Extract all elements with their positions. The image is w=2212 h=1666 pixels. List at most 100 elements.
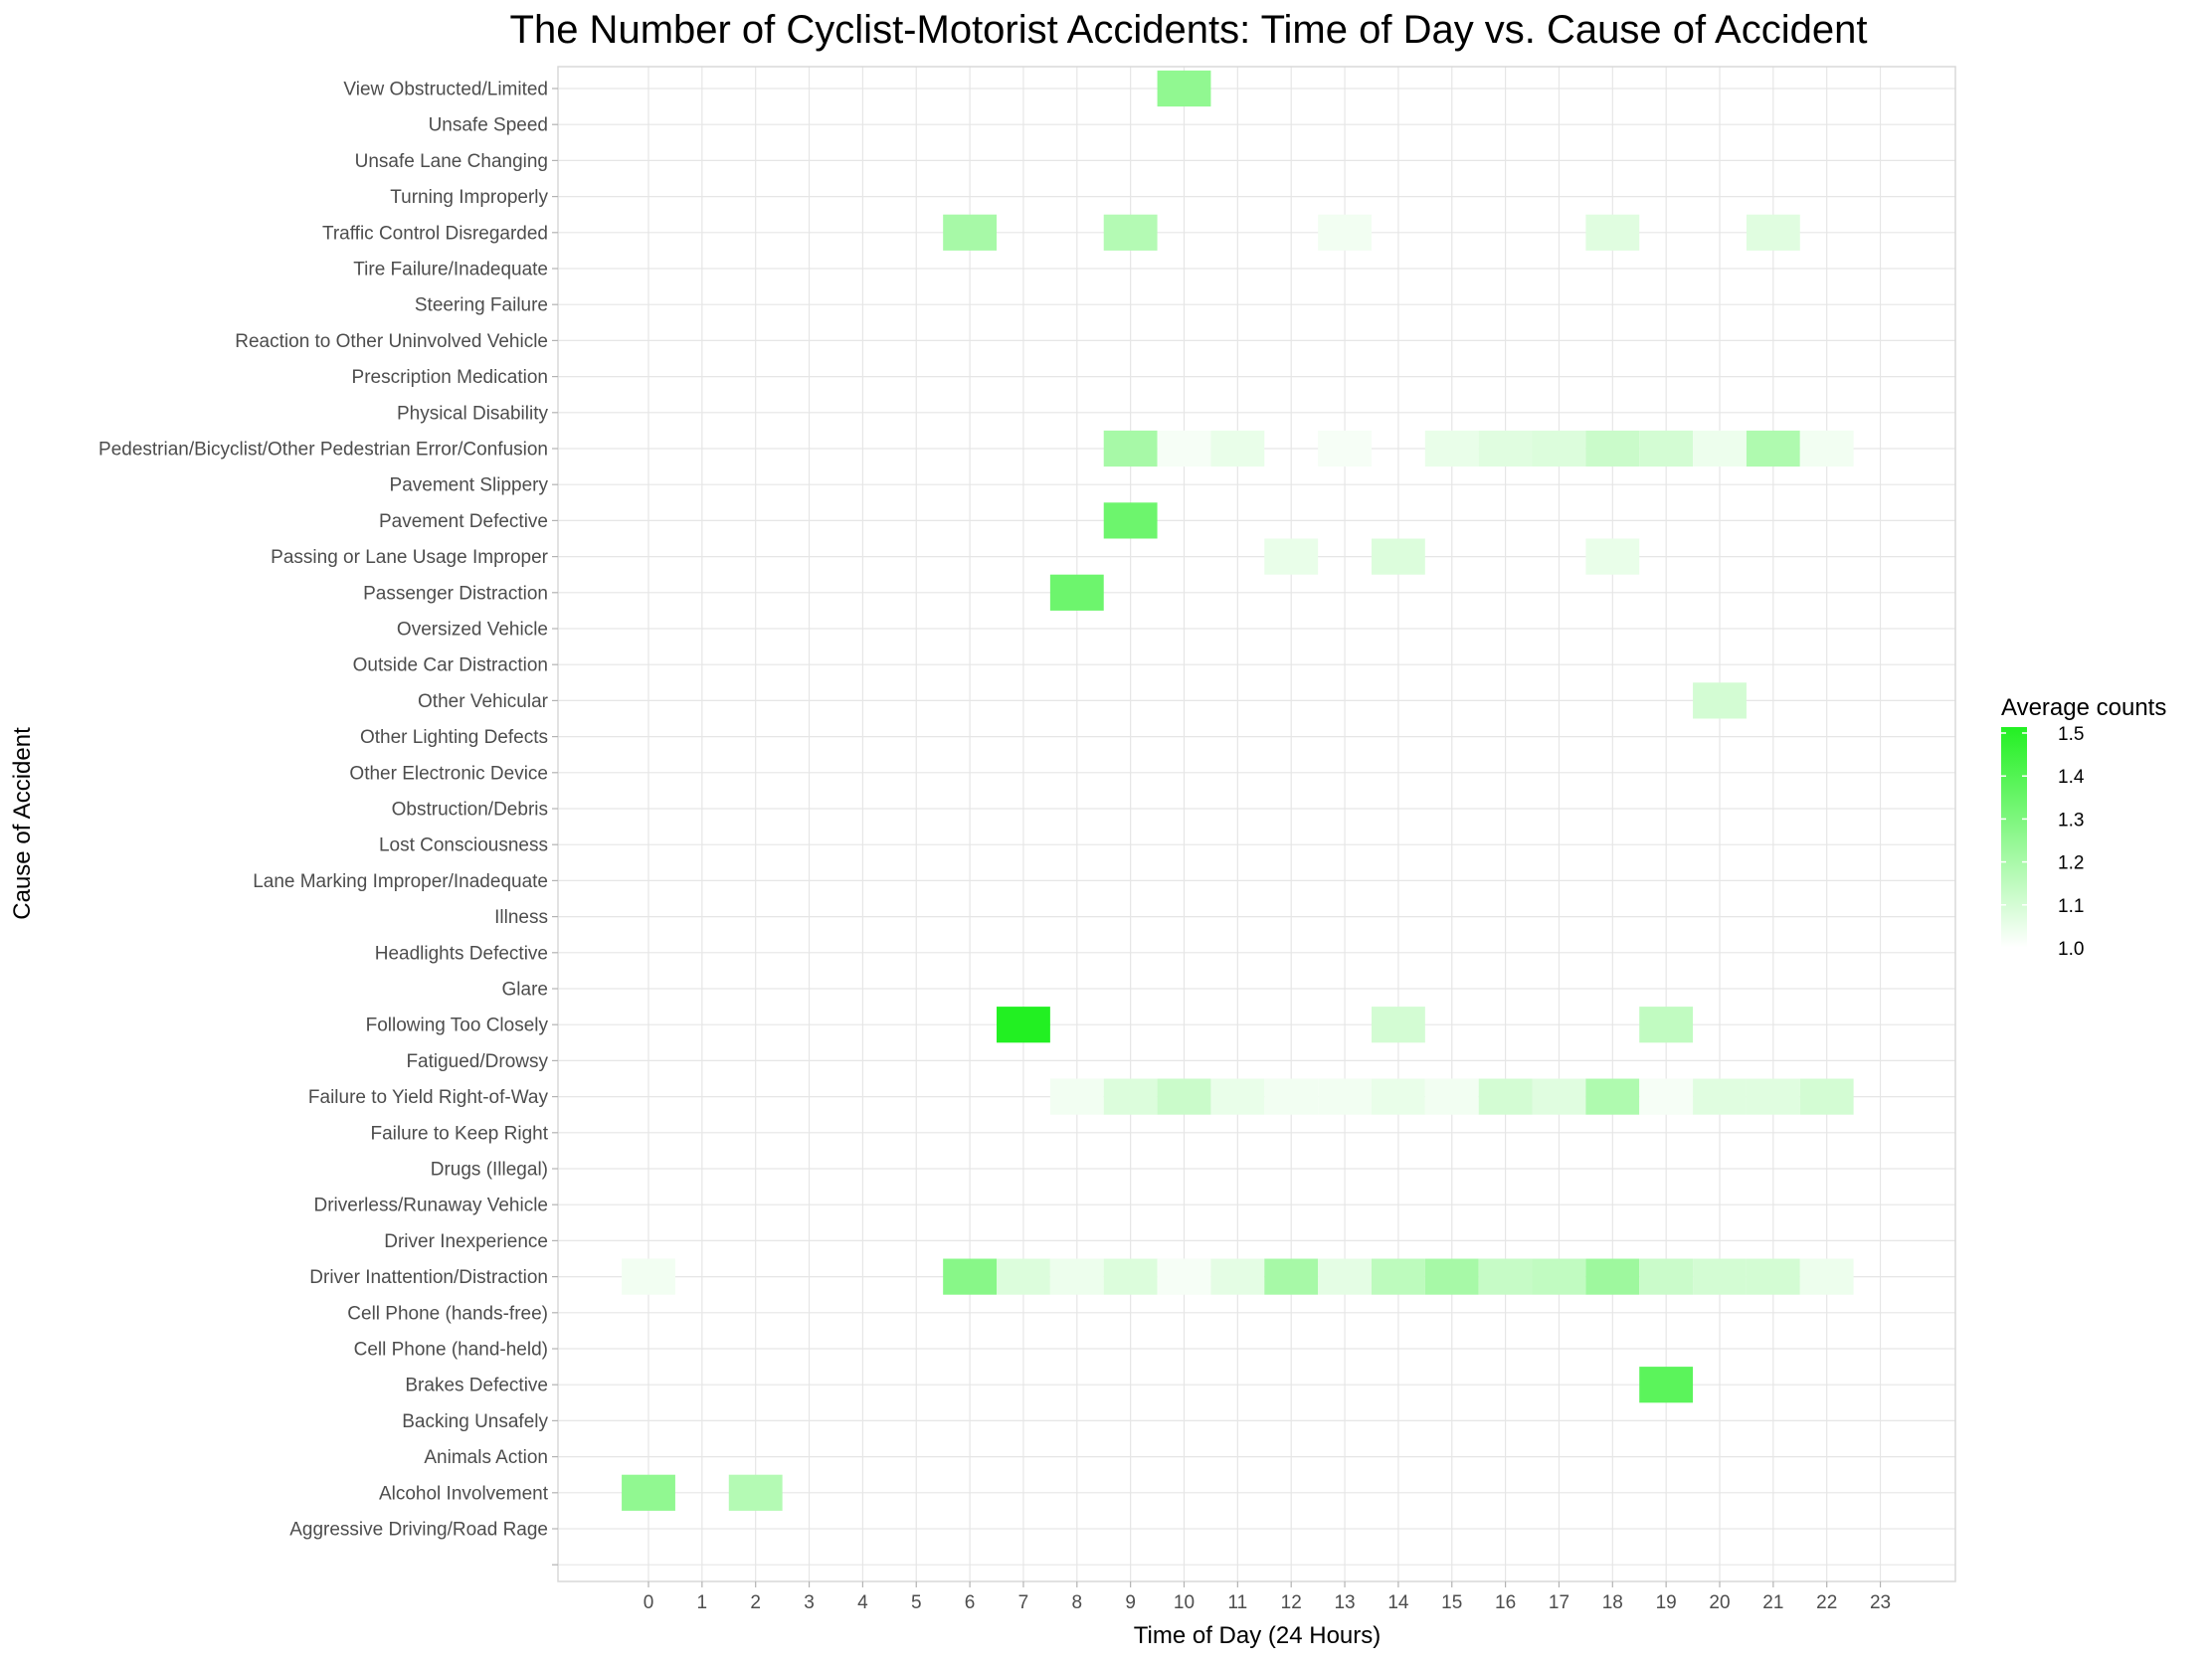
y-tick-label: Glare: [502, 980, 548, 1001]
legend-tick-label: 1.4: [2058, 767, 2085, 788]
heatmap-cell: [1424, 1078, 1479, 1115]
heatmap-cell: [1424, 1258, 1479, 1295]
heatmap-cell: [622, 1474, 675, 1511]
heatmap-cell: [1371, 1258, 1425, 1295]
heatmap-cell: [1585, 1258, 1640, 1295]
heatmap-cell: [1210, 1258, 1265, 1295]
heatmap-cell: [1103, 430, 1158, 467]
y-tick-label: Steering Failure: [415, 295, 548, 316]
x-tick-label: 4: [857, 1592, 868, 1613]
heatmap-cell: [1157, 70, 1211, 107]
heatmap-cell: [1210, 1078, 1265, 1115]
y-tick-label: View Obstructed/Limited: [343, 80, 548, 100]
y-tick-label: Passing or Lane Usage Improper: [271, 547, 548, 568]
x-tick-label: 17: [1549, 1592, 1569, 1613]
legend-color-bar: [2001, 727, 2027, 948]
heatmap-cell: [1693, 682, 1747, 719]
color-legend: Average counts 1.5 1.4 1.3 1.2 1.1 1.0: [2001, 694, 2166, 960]
x-tick-label: 14: [1387, 1592, 1409, 1613]
heatmap-cell: [1478, 1258, 1533, 1295]
x-tick-label: 20: [1709, 1592, 1730, 1613]
x-tick-label: 22: [1816, 1592, 1837, 1613]
y-tick-label: Brakes Defective: [405, 1376, 548, 1396]
heatmap-cell: [1585, 430, 1640, 467]
heatmap-cell: [1049, 1078, 1104, 1115]
y-tick-label: Failure to Keep Right: [371, 1123, 549, 1144]
heatmap-cell: [1318, 1078, 1372, 1115]
y-tick-label: Cell Phone (hands-free): [347, 1303, 548, 1324]
heatmap-cell: [1532, 1078, 1586, 1115]
y-tick-label: Drugs (Illegal): [431, 1160, 548, 1181]
y-tick-label: Driverless/Runaway Vehicle: [314, 1196, 549, 1216]
y-tick-label: Prescription Medication: [352, 367, 548, 388]
x-tick-label: 1: [697, 1592, 708, 1613]
x-tick-label: 23: [1870, 1592, 1891, 1613]
heatmap-cell: [1318, 430, 1372, 467]
y-tick-label: Pavement Defective: [379, 511, 548, 532]
x-axis-ticks: 0 1 2 3 4 5 6 7 8 9 10 11 12 13 14 15 16 17 18 19 20 21 22 23: [644, 1581, 1891, 1613]
heatmap-cell: [1693, 1078, 1747, 1115]
y-tick-label: Traffic Control Disregarded: [322, 223, 548, 244]
heatmap-cell: [1049, 574, 1104, 611]
x-tick-label: 7: [1018, 1592, 1029, 1613]
x-tick-label: 15: [1441, 1592, 1462, 1613]
heatmap-cell: [1693, 430, 1747, 467]
heatmap-cell: [1532, 430, 1586, 467]
y-tick-label: Pedestrian/Bicyclist/Other Pedestrian Er…: [98, 440, 548, 461]
y-tick-label: Headlights Defective: [375, 943, 548, 964]
heatmap-cell: [1799, 430, 1854, 467]
heatmap-cell: [728, 1474, 783, 1511]
heatmap-cell: [1264, 1258, 1319, 1295]
heatmap-cell: [1210, 430, 1265, 467]
y-tick-label: Other Vehicular: [418, 691, 549, 712]
heatmap-cell: [1371, 538, 1425, 575]
heatmap-cell: [1103, 502, 1158, 539]
heatmap-cell: [1318, 1258, 1372, 1295]
heatmap-cell: [1746, 1078, 1800, 1115]
legend-tick-label: 1.5: [2058, 724, 2084, 745]
heatmap-cell: [1532, 1258, 1586, 1295]
legend-tick-label: 1.3: [2058, 810, 2084, 831]
heatmap-cell: [1478, 430, 1533, 467]
y-tick-label: Backing Unsafely: [402, 1411, 548, 1432]
heatmap-cell: [1424, 430, 1479, 467]
y-tick-label: Lane Marking Improper/Inadequate: [253, 871, 548, 892]
heatmap-cell: [1693, 1258, 1747, 1295]
y-tick-label: Alcohol Involvement: [379, 1483, 549, 1504]
y-tick-label: Turning Improperly: [390, 187, 548, 208]
x-tick-label: 3: [804, 1592, 815, 1613]
y-tick-label: Obstruction/Debris: [392, 800, 548, 821]
grid-lines: [558, 67, 1955, 1581]
y-tick-label: Pavement Slippery: [390, 475, 549, 496]
heatmap-cell: [1103, 1258, 1158, 1295]
y-tick-label: Outside Car Distraction: [353, 655, 548, 676]
y-axis-ticks: View Obstructed/Limited Unsafe Speed Unsaf…: [98, 80, 558, 1566]
heatmap-cell: [943, 1258, 998, 1295]
panel-border: [557, 66, 1956, 1582]
y-tick-label: Aggressive Driving/Road Rage: [289, 1520, 548, 1541]
legend-tick-label: 1.0: [2058, 939, 2084, 960]
heatmap-cell: [1639, 1007, 1694, 1043]
x-tick-label: 18: [1602, 1592, 1623, 1613]
y-tick-label: Following Too Closely: [366, 1016, 549, 1036]
x-tick-label: 12: [1281, 1592, 1302, 1613]
heatmap-cell: [1157, 1258, 1211, 1295]
x-axis-title: Time of Day (24 Hours): [1134, 1622, 1382, 1649]
x-tick-label: 5: [911, 1592, 922, 1613]
x-tick-label: 8: [1072, 1592, 1083, 1613]
heatmap-cell: [943, 214, 998, 251]
heatmap-cell: [997, 1258, 1050, 1295]
heatmap-cells: [622, 70, 1854, 1511]
heatmap-cell: [1371, 1007, 1425, 1043]
y-tick-label: Reaction to Other Uninvolved Vehicle: [235, 331, 548, 352]
y-tick-label: Driver Inexperience: [384, 1231, 548, 1252]
heatmap-cell: [1103, 1078, 1158, 1115]
x-tick-label: 16: [1495, 1592, 1516, 1613]
heatmap-cell: [1585, 1078, 1640, 1115]
y-tick-label: Unsafe Speed: [429, 115, 548, 136]
heatmap-cell: [1746, 430, 1800, 467]
heatmap-cell: [1639, 1078, 1694, 1115]
x-tick-label: 10: [1174, 1592, 1195, 1613]
heatmap-cell: [1585, 538, 1640, 575]
